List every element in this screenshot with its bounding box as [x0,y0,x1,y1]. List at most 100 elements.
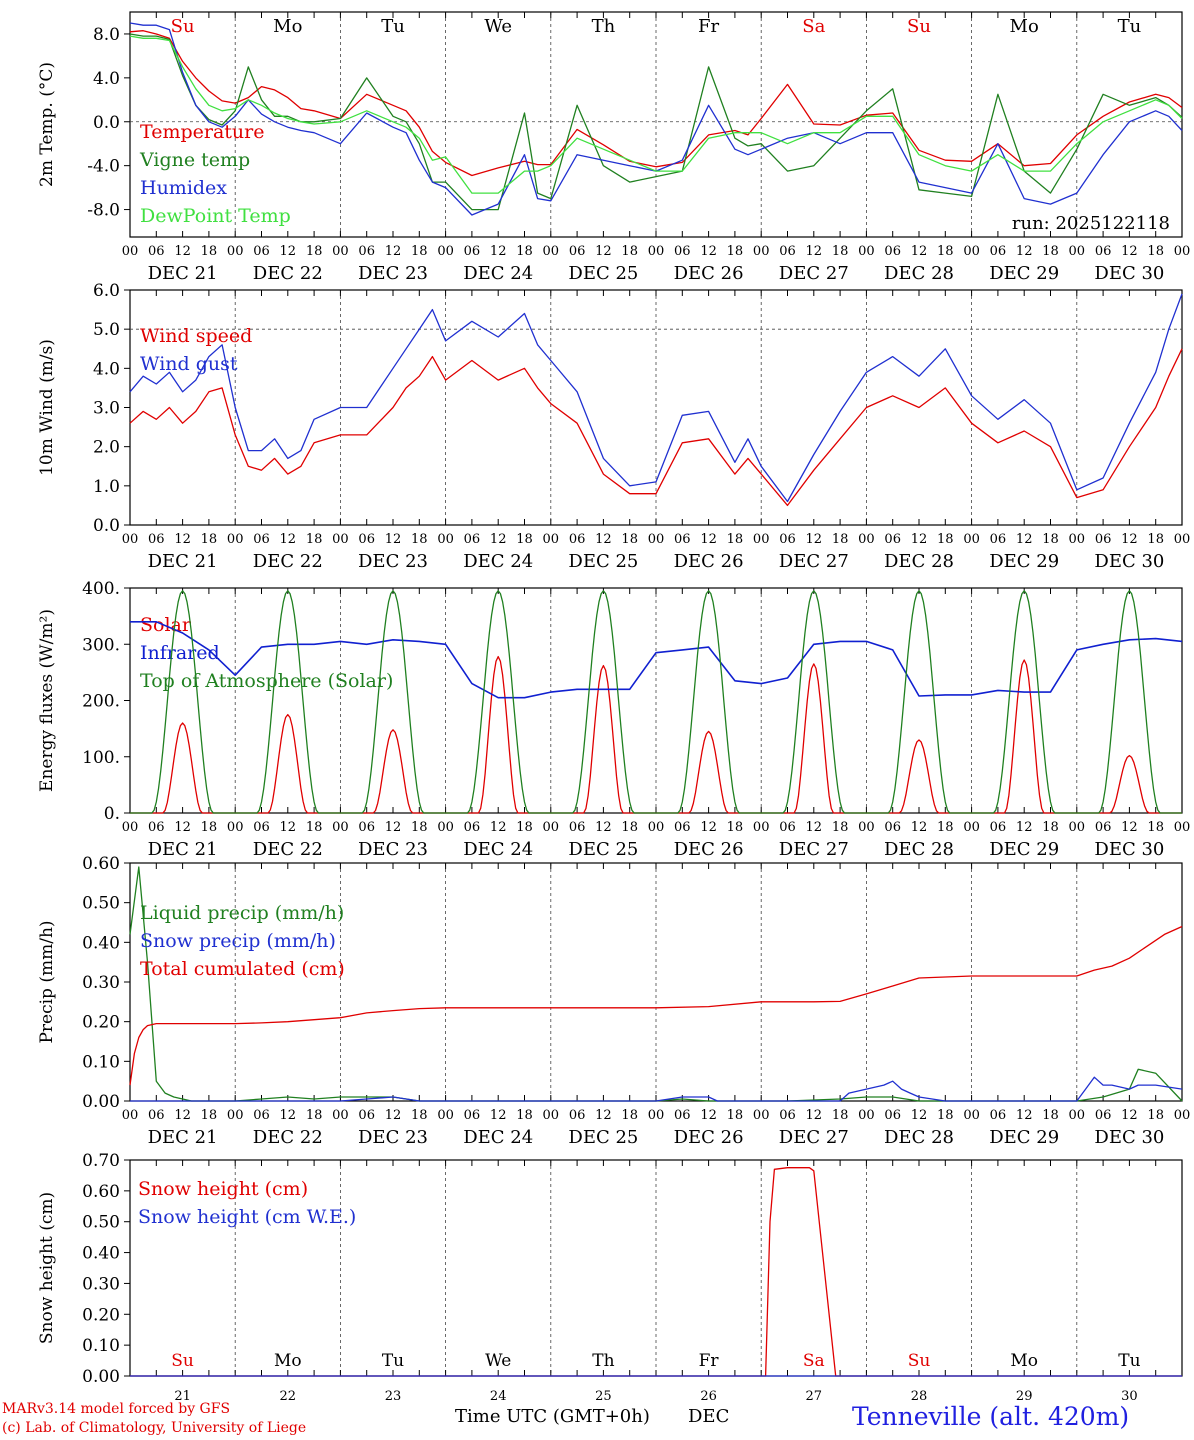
x-hour-label: 00 [332,820,349,835]
x-hour-label: 12 [280,1108,297,1123]
x-hour-label: 12 [595,244,612,259]
x-axis-label: Time UTC (GMT+0h) [455,1406,650,1427]
x-hour-label: 12 [1121,1108,1138,1123]
x-date-label: DEC 29 [989,1127,1059,1148]
series-wind-speed [129,348,1183,507]
x-hour-label: 06 [779,820,796,835]
x-hour-label: 18 [1042,244,1059,259]
x-date-label: DEC 26 [674,839,744,860]
y-axis-label: 2m Temp. (°C) [37,62,57,187]
x-date-label: DEC 23 [358,839,428,860]
x-hour-label: 18 [411,532,428,547]
x-date-label: DEC 29 [989,263,1059,284]
x-hour-label: 06 [674,820,691,835]
x-hour-label: 12 [385,1108,402,1123]
x-hour-label: 00 [437,1108,454,1123]
x-hour-label: 00 [1069,244,1086,259]
legend-entry: Snow precip (mm/h) [140,930,336,952]
x-hour-label: 06 [358,244,375,259]
x-hour-label: 12 [490,1108,507,1123]
x-hour-label: 00 [753,1108,770,1123]
x-hour-label: 06 [148,532,165,547]
x-hour-label: 06 [674,1108,691,1123]
x-date-label: DEC 30 [1094,839,1164,860]
y-tick-label: 0.10 [82,1052,120,1072]
x-hour-label: 00 [437,244,454,259]
x-hour-label: 12 [280,532,297,547]
x-hour-label: 18 [832,820,849,835]
y-axis-label: Precip (mm/h) [37,920,57,1043]
x-hour-label: 06 [779,532,796,547]
x-hour-label: 06 [884,244,901,259]
x-hour-label: 00 [1069,1108,1086,1123]
day-number-label: 22 [280,1389,297,1404]
x-hour-label: 06 [1095,532,1112,547]
x-hour-label: 06 [148,244,165,259]
y-tick-label: 0.30 [82,1274,120,1294]
x-hour-label: 06 [990,532,1007,547]
series-dewpoint-temp [129,35,1183,194]
x-hour-label: 12 [1121,820,1138,835]
x-hour-label: 18 [1042,1108,1059,1123]
x-date-label: DEC 30 [1094,1127,1164,1148]
x-hour-label: 18 [516,820,533,835]
day-name-label: Tu [382,1351,404,1371]
y-tick-label: 3.0 [93,399,120,419]
x-hour-label: 12 [595,820,612,835]
series-wind-gust [129,293,1183,503]
x-hour-label: 06 [358,1108,375,1123]
x-hour-label: 00 [1069,532,1086,547]
x-date-label: DEC 28 [884,263,954,284]
legend-entry: Infrared [140,642,220,664]
series-humidex [129,22,1183,216]
day-name-label: Mo [1010,1351,1038,1371]
x-hour-label: 06 [569,1108,586,1123]
x-hour-label: 18 [1147,532,1164,547]
x-hour-label: 12 [174,532,191,547]
x-date-label: DEC 29 [989,839,1059,860]
day-name-label: Su [908,1351,931,1371]
x-hour-label: 00 [858,244,875,259]
day-number-label: 21 [174,1389,191,1404]
day-name-label: Mo [273,16,302,37]
y-tick-label: 0.10 [82,1336,120,1356]
x-hour-label: 12 [806,244,823,259]
x-hour-label: 06 [884,820,901,835]
footer-credit: (c) Lab. of Climatology, University of L… [2,1420,307,1436]
y-tick-label: 0.20 [82,1013,120,1033]
x-hour-label: 18 [1147,244,1164,259]
x-hour-label: 12 [490,820,507,835]
x-hour-label: 00 [227,244,244,259]
x-hour-label: 18 [1147,820,1164,835]
x-hour-label: 00 [1069,820,1086,835]
x-hour-label: 00 [858,820,875,835]
x-hour-label: 12 [280,820,297,835]
x-hour-label: 12 [911,1108,928,1123]
legend-entry: DewPoint Temp [140,205,291,227]
y-tick-label: 400. [82,579,120,599]
x-hour-label: 18 [1042,820,1059,835]
x-hour-label: 12 [385,532,402,547]
y-axis-label: Energy fluxes (W/m²) [37,609,57,792]
x-hour-label: 12 [174,244,191,259]
y-tick-label: 0.70 [82,1151,120,1171]
x-hour-label: 18 [937,244,954,259]
x-hour-label: 18 [306,244,323,259]
x-hour-label: 12 [385,244,402,259]
x-date-label: DEC 25 [568,1127,638,1148]
x-hour-label: 00 [543,1108,560,1123]
x-date-label: DEC 24 [463,1127,533,1148]
footer-model: MARv3.14 model forced by GFS [2,1401,231,1417]
x-hour-label: 18 [411,820,428,835]
x-hour-label: 18 [832,244,849,259]
day-name-label: Th [592,16,616,37]
x-date-label: DEC 28 [884,551,954,572]
y-tick-label: 100. [82,748,120,768]
x-hour-label: 12 [490,532,507,547]
x-hour-label: 18 [621,1108,638,1123]
legend-entry: Snow height (cm W.E.) [138,1206,356,1228]
legend-entry: Liquid precip (mm/h) [140,902,344,924]
x-date-label: DEC 25 [568,839,638,860]
x-hour-label: 18 [1147,1108,1164,1123]
